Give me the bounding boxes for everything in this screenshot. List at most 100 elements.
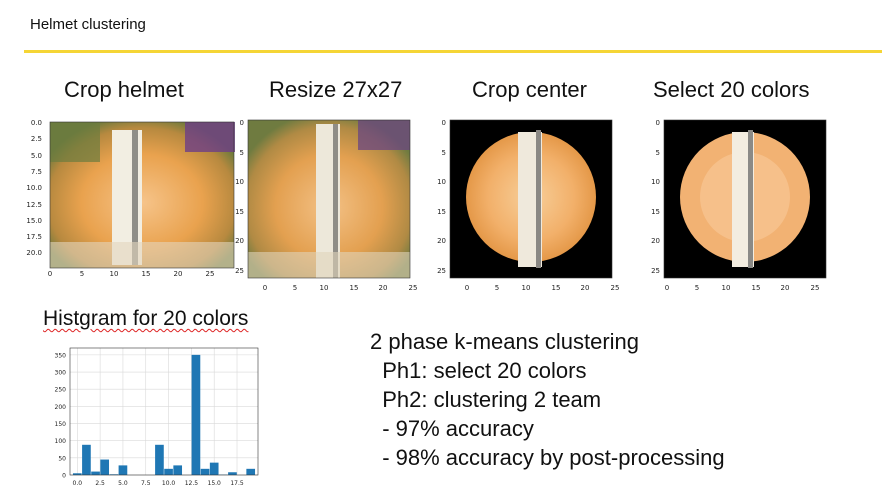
y-tick-label: 25 <box>651 267 660 275</box>
x-tick-label: 10 <box>320 284 329 292</box>
y-tick-label: 5 <box>442 149 446 157</box>
histogram-bar <box>109 474 119 475</box>
x-tick-label: 25 <box>409 284 418 292</box>
resize-plot: 0 5 10 15 20 25 0 5 10 15 20 25 <box>235 112 428 297</box>
y-tick-label: 15 <box>235 208 244 216</box>
y-tick-label: 2.5 <box>31 135 42 143</box>
y-tick-label: 15 <box>651 208 660 216</box>
y-ticks: 0 5 10 15 20 25 <box>437 119 446 275</box>
histogram-bar <box>118 465 128 475</box>
select-colors-svg: 0 5 10 15 20 25 0 5 10 15 20 25 <box>651 119 827 292</box>
helmet-stripe-shadow <box>748 130 753 268</box>
step-label-resize: Resize 27x27 <box>269 77 403 102</box>
resize-svg: 0 5 10 15 20 25 0 5 10 15 20 25 <box>235 119 418 292</box>
histogram-title-text: Histgram for 20 colors <box>43 307 249 330</box>
x-tick-label: 20 <box>581 284 590 292</box>
x-tick-label: 15 <box>350 284 359 292</box>
x-tick-label: 20 <box>781 284 790 292</box>
x-tick-label: 17.5 <box>230 480 244 487</box>
facemask-area <box>50 242 234 268</box>
background-patch <box>185 122 235 152</box>
y-tick-label: 0.0 <box>31 119 42 127</box>
x-tick-label: 15 <box>752 284 761 292</box>
histogram-bar <box>155 444 164 475</box>
facemask-area <box>248 252 410 278</box>
x-tick-label: 12.5 <box>185 480 199 487</box>
crop-helmet-svg: 0.0 2.5 5.0 7.5 10.0 12.5 15.0 17.5 20.0… <box>26 119 235 278</box>
y-tick-label: 10 <box>651 178 660 186</box>
select-colors-plot: 0 5 10 15 20 25 0 5 10 15 20 25 <box>640 112 830 297</box>
notes-line: - 98% accuracy by post-processing <box>370 445 725 470</box>
histogram-bar <box>91 471 100 475</box>
x-tick-label: 2.5 <box>95 480 105 487</box>
histogram-bar <box>164 468 173 475</box>
axes-frame <box>247 119 411 279</box>
x-tick-label: 7.5 <box>141 480 151 487</box>
histogram-bar <box>82 444 91 475</box>
axes-frame <box>449 119 613 279</box>
y-tick-label: 0 <box>240 119 244 127</box>
x-tick-label: 10 <box>722 284 731 292</box>
y-tick-label: 20 <box>235 237 244 245</box>
histogram-bar <box>173 465 183 475</box>
y-ticks: 0 5 10 15 20 25 <box>235 119 244 275</box>
histogram-bar <box>228 472 237 475</box>
histogram-bar <box>246 468 256 475</box>
y-tick-label: 10.0 <box>26 184 42 192</box>
crop-center-plot: 0 5 10 15 20 25 0 5 10 15 20 25 <box>437 112 630 297</box>
step-label-crop-center: Crop center <box>472 77 587 102</box>
notes-line: - 97% accuracy <box>370 416 534 441</box>
x-tick-label: 10 <box>110 270 119 278</box>
title-divider <box>24 50 882 53</box>
x-tick-label: 5 <box>495 284 499 292</box>
x-tick-label: 15 <box>552 284 561 292</box>
y-tick-label: 200 <box>55 404 67 411</box>
x-tick-label: 0 <box>263 284 267 292</box>
x-tick-label: 15 <box>142 270 151 278</box>
y-tick-label: 25 <box>437 267 446 275</box>
y-tick-label: 10 <box>437 178 446 186</box>
y-ticks: 0 5 10 15 20 25 <box>651 119 660 275</box>
axes-frame <box>69 347 259 476</box>
y-tick-label: 15 <box>437 208 446 216</box>
y-tick-label: 0 <box>442 119 446 127</box>
x-tick-label: 5 <box>80 270 84 278</box>
x-tick-label: 5.0 <box>118 480 128 487</box>
notes-block: 2 phase k-means clustering Ph1: select 2… <box>370 327 725 472</box>
helmet-stripe-shadow <box>536 130 541 268</box>
slide-title: Helmet clustering <box>30 16 146 33</box>
y-tick-label: 17.5 <box>26 233 42 241</box>
x-tick-label: 5 <box>695 284 699 292</box>
x-tick-label: 0 <box>48 270 52 278</box>
x-tick-label: 25 <box>611 284 620 292</box>
x-tick-label: 20 <box>174 270 183 278</box>
x-tick-label: 0 <box>665 284 669 292</box>
y-tick-label: 15.0 <box>26 217 42 225</box>
y-tick-label: 7.5 <box>31 168 42 176</box>
x-tick-label: 15.0 <box>208 480 222 487</box>
y-tick-label: 5 <box>240 149 244 157</box>
x-tick-label: 25 <box>206 270 215 278</box>
y-tick-label: 150 <box>55 421 67 428</box>
histogram-svg: 0 50 100 150 200 250 300 350 0.0 2.5 5.0 7.5 10.0 12.… <box>55 347 259 487</box>
y-tick-label: 10 <box>235 178 244 186</box>
notes-heading: 2 phase k-means clustering <box>370 329 640 354</box>
x-tick-label: 5 <box>293 284 297 292</box>
x-tick-label: 0.0 <box>73 480 83 487</box>
x-tick-label: 20 <box>379 284 388 292</box>
y-tick-label: 5 <box>656 149 660 157</box>
notes-line: Ph2: clustering 2 team <box>370 387 602 412</box>
y-tick-label: 25 <box>235 267 244 275</box>
notes-line: Ph1: select 20 colors <box>370 358 587 383</box>
y-tick-label: 350 <box>55 352 67 359</box>
y-tick-label: 20.0 <box>26 249 42 257</box>
y-tick-label: 300 <box>55 370 67 377</box>
histogram-bar <box>191 354 201 475</box>
y-tick-label: 50 <box>58 455 66 462</box>
x-ticks: 0 5 10 15 20 25 <box>665 284 820 292</box>
x-tick-label: 10.0 <box>162 480 176 487</box>
crop-center-svg: 0 5 10 15 20 25 0 5 10 15 20 25 <box>437 119 620 292</box>
axes-frame <box>663 119 827 279</box>
histogram-title: Histgram for 20 colors <box>43 307 248 331</box>
x-ticks: 0 5 10 15 20 25 <box>263 284 418 292</box>
